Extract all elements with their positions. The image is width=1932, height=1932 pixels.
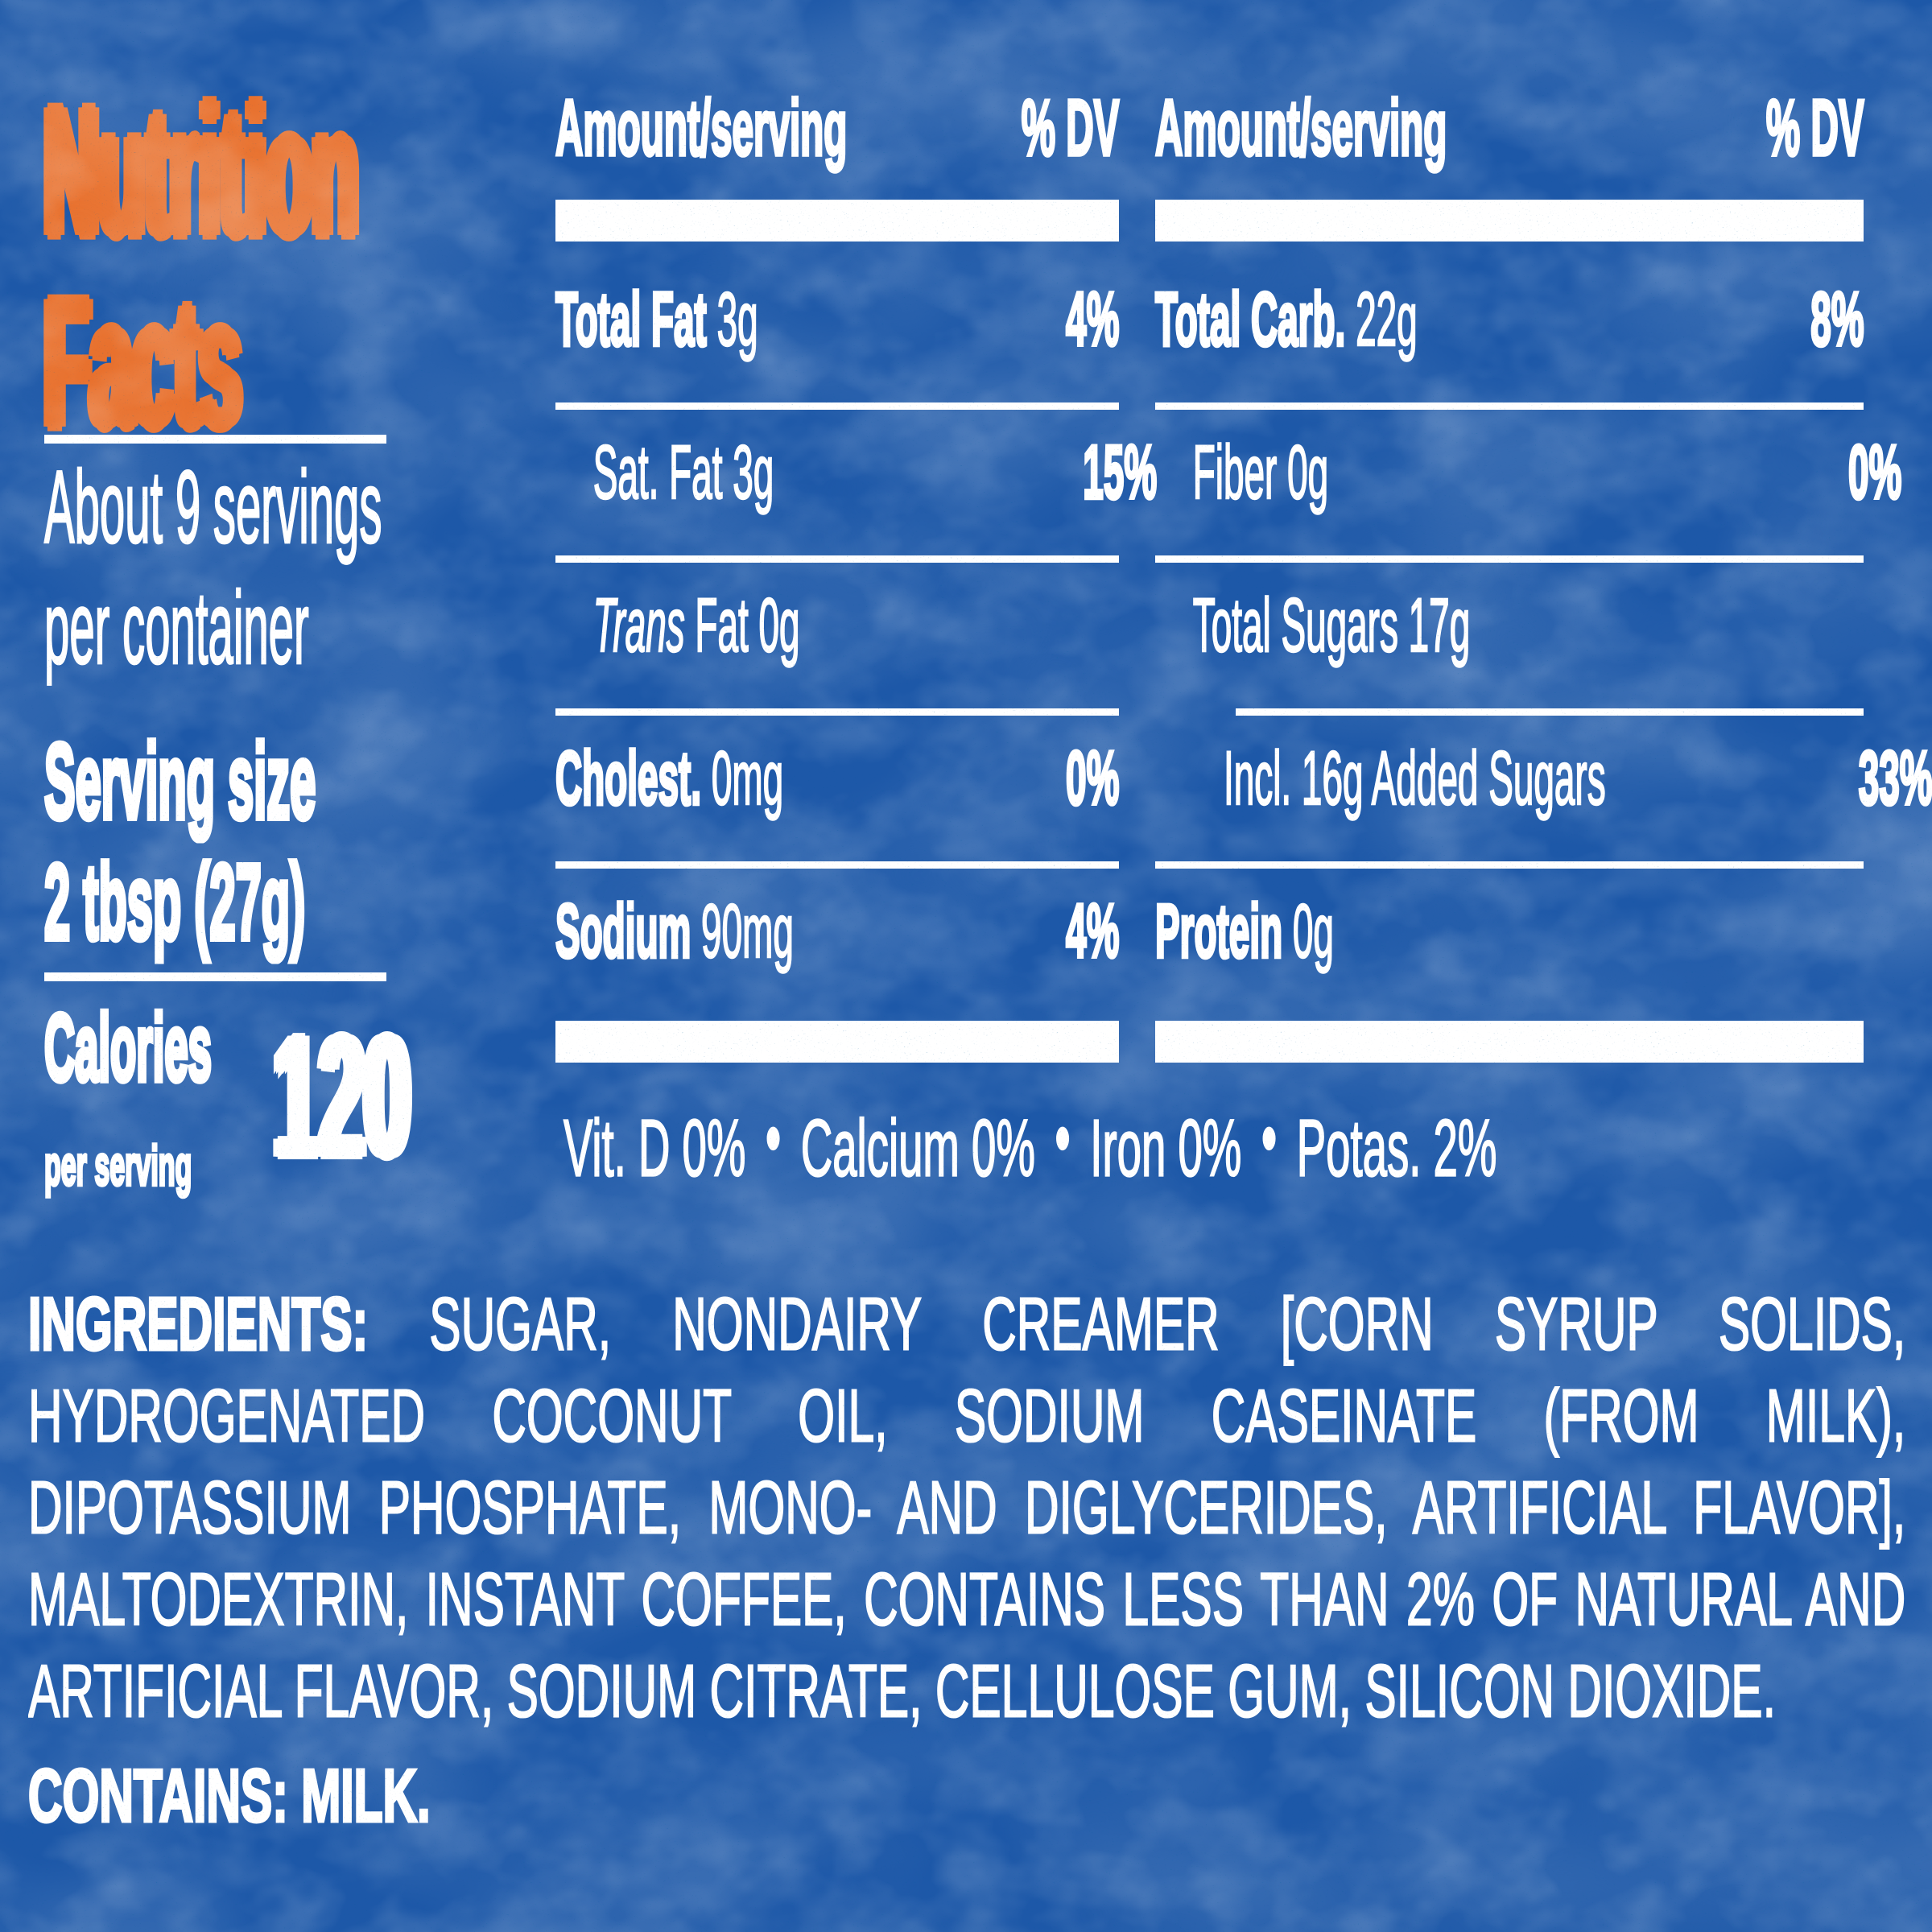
nutrient-row-total-sugars: Total Sugars 17g [1155,587,1901,757]
serving-size-line2: 2 tbsp (27g) [43,843,307,963]
amount-serving-label: Amount/serving [555,83,848,172]
bullet-icon: • [765,1093,782,1184]
divider-thin [1155,402,1864,410]
nutrient-name: Total Fat [555,277,708,362]
micronutrients-line: Vit. D 0% • Calcium 0% • Iron 0% • Potas. 2% [563,1097,1497,1191]
nutrition-facts-title-line1: Nutrition [43,68,361,275]
serving-size-line1: Serving size [43,722,317,842]
nutrient-amount: 0mg [701,736,784,821]
calories-label: Calories [43,996,213,1102]
iron-value: Iron 0% [1090,1104,1242,1195]
divider-thin [555,861,1119,869]
nutrient-dv: 0% [1065,736,1121,821]
nutrient-amount: Incl. 16g Added Sugars [1223,736,1606,821]
divider-thick [1155,200,1864,242]
nutrient-amount: Sat. Fat 3g [592,430,774,515]
ingredients-line-5: ARTIFICIAL FLAVOR, SODIUM CITRATE, CELLU… [28,1655,1777,1734]
divider-thick [555,1021,1119,1063]
calories-value: 120 [272,997,411,1195]
divider-thin [1155,555,1864,563]
nutrition-facts-title-line2: Facts [43,259,243,467]
nutrient-dv: 4% [1065,277,1121,362]
divider-thick [555,200,1119,242]
divider-thin [555,708,1119,716]
nutrient-dv: 0% [1847,430,1903,515]
nutrient-dv: 33% [1858,736,1932,821]
potassium-value: Potas. 2% [1296,1104,1497,1195]
servings-per-container-line1: About 9 servings [43,449,382,565]
nutrient-name: Cholest. [555,736,702,821]
nutrient-row-trans-fat: Trans Fat 0g [555,587,1157,757]
contains-statement: CONTAINS: MILK. [28,1760,431,1839]
nutrient-dv: 8% [1810,277,1865,362]
divider-thick [1155,1021,1864,1063]
nutrient-name-italic: Trans [592,583,685,668]
nutrient-dv: 15% [1082,430,1158,515]
left-divider-top [44,435,386,444]
ingredients-heading: INGREDIENTS: [28,1288,369,1367]
percent-dv-label: % DV [1021,83,1121,172]
divider-thin [555,555,1119,563]
nutrient-amount: 90mg [691,889,794,974]
nutrient-amount: Fat 0g [684,583,800,668]
nutrient-row-fiber: Fiber 0g 0% [1155,430,1903,604]
nutrient-amount: 3g [706,277,758,362]
nutrient-row-total-carb: Total Carb. 22g 8% [1154,277,1865,451]
ingredients-line-2: HYDROGENATED COCONUT OIL, SODIUM CASEINA… [28,1380,1906,1459]
amount-serving-label: Amount/serving [1154,83,1448,172]
ingredients-line-1: INGREDIENTS: SUGAR, NONDAIRY CREAMER [CO… [28,1288,1905,1385]
bullet-icon: • [1261,1093,1278,1184]
nutrient-row-total-fat: Total Fat 3g 4% [555,277,1121,451]
nutrient-row-sat-fat: Sat. Fat 3g 15% [555,430,1158,604]
bullet-icon: • [1055,1093,1071,1184]
left-divider-bottom [44,972,386,981]
calcium-value: Calcium 0% [800,1104,1035,1195]
nutrient-name: Sodium [555,889,692,974]
nutrient-dv: 4% [1065,889,1121,974]
servings-per-container-line2: per container [43,570,309,686]
ingredients-text: SUGAR, NONDAIRY CREAMER [CORN SYRUP SOLI… [368,1288,1906,1367]
nutrient-row-cholesterol: Cholest. 0mg 0% [555,736,1121,910]
percent-dv-label: % DV [1765,83,1865,172]
ingredients-line-4: MALTODEXTRIN, INSTANT COFFEE, CONTAINS L… [28,1563,1906,1642]
nutrient-amount: Fiber 0g [1192,430,1329,515]
nutrient-amount: 22g [1345,277,1418,362]
divider-thin [1155,861,1864,869]
nutrient-amount: 0g [1282,889,1334,974]
nutrient-row-added-sugars: Incl. 16g Added Sugars 33% [1155,736,1932,910]
ingredients-line-3: DIPOTASSIUM PHOSPHATE, MONO- AND DIGLYCE… [28,1472,1906,1550]
nutrient-amount: Total Sugars 17g [1192,583,1471,668]
divider-thin [555,402,1119,410]
calories-sublabel: per serving [43,1135,193,1198]
vitamin-d-value: Vit. D 0% [563,1104,746,1195]
divider-thin-indented [1236,708,1864,716]
nutrient-name: Protein [1154,889,1283,974]
nutrient-name: Total Carb. [1154,277,1347,362]
